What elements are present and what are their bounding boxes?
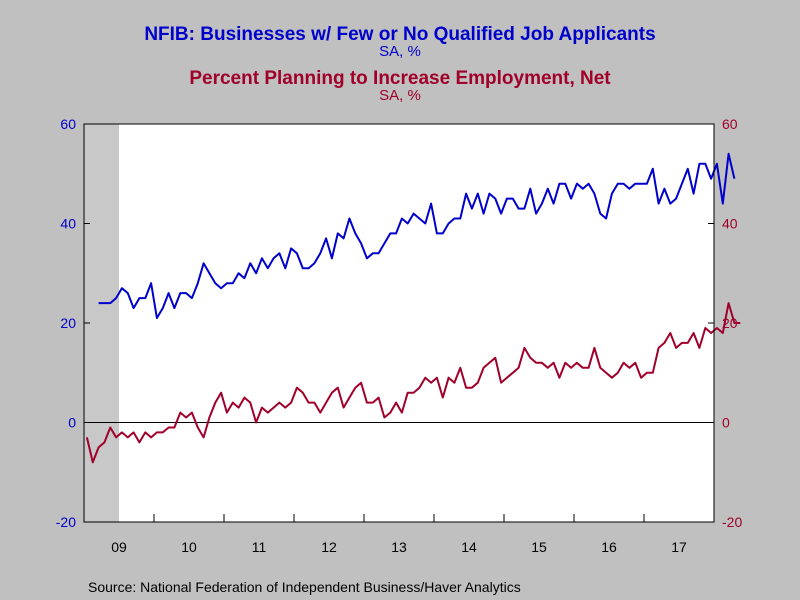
x-tick-label: 13: [391, 539, 407, 555]
chart-title-primary: NFIB: Businesses w/ Few or No Qualified …: [144, 24, 655, 45]
x-axis: 09 10 11 12 13 14 15 16 17: [111, 514, 687, 555]
chart-title-secondary: Percent Planning to Increase Employment,…: [189, 68, 611, 89]
right-tick-label: -20: [722, 514, 742, 530]
left-tick-label: -20: [56, 514, 76, 530]
x-tick-label: 14: [461, 539, 477, 555]
right-axis: -20 0 20 40 60: [708, 116, 742, 530]
source-note: Source: National Federation of Independe…: [88, 579, 521, 595]
chart-subtitle-secondary: SA, %: [379, 87, 421, 104]
x-tick-label: 12: [321, 539, 337, 555]
x-tick-label: 11: [252, 539, 267, 555]
left-tick-label: 20: [60, 315, 76, 331]
right-tick-label: 20: [722, 315, 738, 331]
x-tick-label: 17: [671, 539, 687, 555]
right-tick-label: 60: [722, 116, 738, 132]
left-tick-label: 0: [68, 415, 76, 431]
series-line-1: [98, 152, 736, 319]
left-tick-label: 60: [60, 116, 76, 132]
chart-subtitle-primary: SA, %: [379, 43, 421, 60]
plot-area: [84, 124, 714, 522]
right-tick-label: 40: [722, 216, 738, 232]
left-tick-label: 40: [60, 216, 76, 232]
x-tick-label: 15: [531, 539, 547, 555]
right-tick-label: 0: [722, 415, 730, 431]
series-layer: [85, 152, 741, 464]
x-tick-label: 16: [601, 539, 617, 555]
left-axis: -20 0 20 40 60: [56, 116, 90, 530]
x-tick-label: 09: [111, 539, 127, 555]
x-tick-label: 10: [181, 539, 197, 555]
series-line-2: [85, 302, 741, 464]
